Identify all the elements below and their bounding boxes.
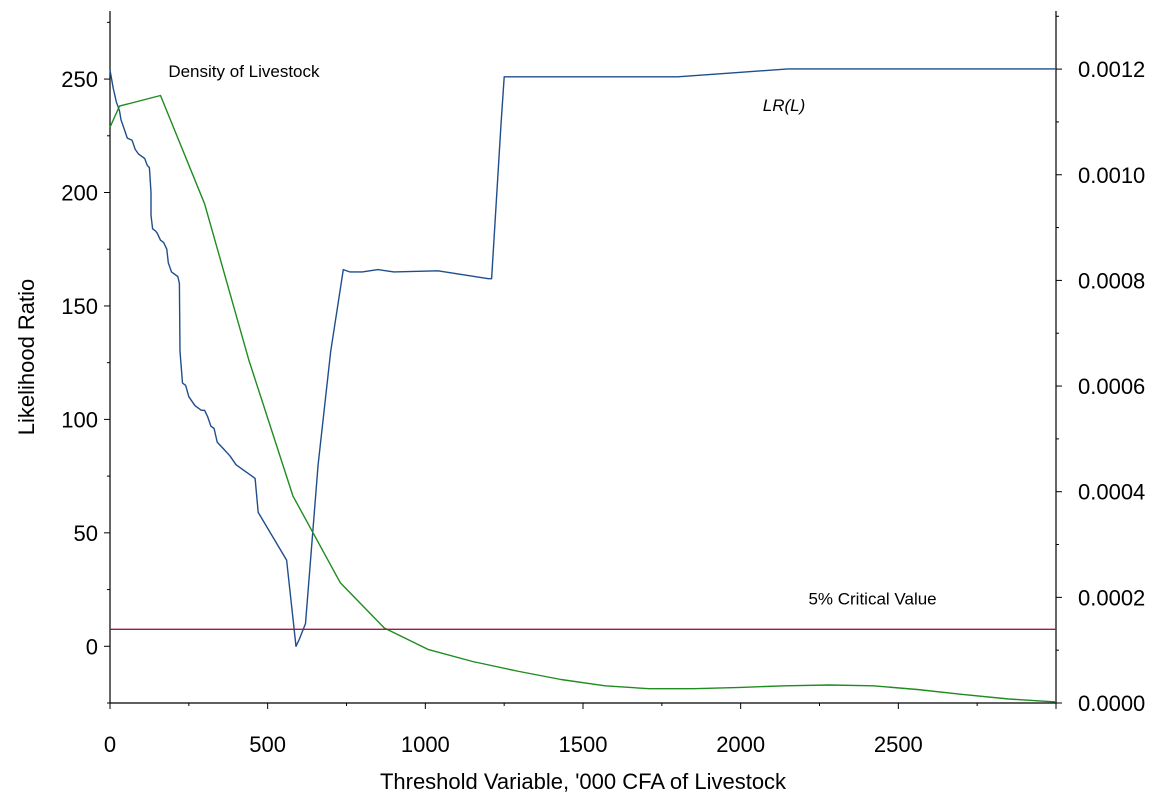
y2-tick-label: 0.0006	[1078, 374, 1145, 399]
y2-tick-label: 0.0008	[1078, 268, 1145, 293]
x-tick-label: 2500	[874, 732, 923, 757]
x-axis-title: Threshold Variable, '000 CFA of Livestoc…	[380, 769, 787, 794]
y-tick-label: 0	[86, 634, 98, 659]
y-tick-label: 250	[61, 67, 98, 92]
y2-tick-label: 0.0010	[1078, 163, 1145, 188]
annotation-critical-value: 5% Critical Value	[808, 589, 936, 608]
x-tick-label: 0	[104, 732, 116, 757]
tick-labels: 0 50 100 150 200 250 0.0000 0.0002 0.0004 0.0006 0…	[61, 57, 1145, 757]
y-tick-label: 50	[74, 521, 98, 546]
series-lines	[109, 68, 1057, 703]
y-axis-title: Likelihood Ratio	[14, 279, 39, 436]
x-tick-label: 1500	[559, 732, 608, 757]
series-line-density	[109, 94, 1057, 703]
x-tick-label: 1000	[401, 732, 450, 757]
x-tick-label: 500	[249, 732, 286, 757]
y2-tick-label: 0.0000	[1078, 691, 1145, 716]
series-line-lr	[109, 68, 1056, 647]
x-tick-label: 2000	[716, 732, 765, 757]
y2-tick-label: 0.0002	[1078, 585, 1145, 610]
y-tick-label: 200	[61, 181, 98, 206]
y-tick-label: 150	[61, 294, 98, 319]
annotation-density-of-livestock: Density of Livestock	[168, 62, 320, 81]
annotation-lr: LR(L)	[763, 96, 806, 115]
y-tick-label: 100	[61, 407, 98, 432]
tick-marks	[104, 15, 1062, 709]
y2-tick-label: 0.0004	[1078, 480, 1145, 505]
y2-tick-label: 0.0012	[1078, 57, 1145, 82]
